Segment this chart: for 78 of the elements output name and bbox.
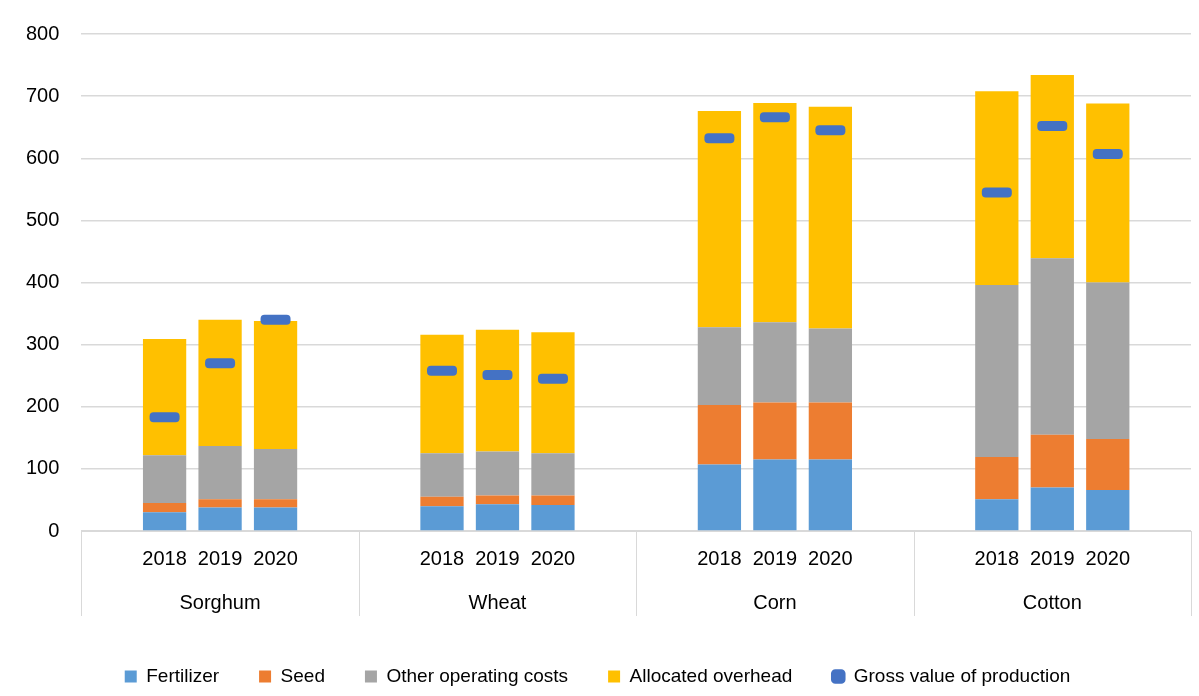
- y-tick-label: 300: [25, 332, 60, 355]
- bar: [475, 495, 520, 505]
- text: Corn: [753, 590, 797, 613]
- legend-label: Other operating costs: [386, 664, 569, 686]
- bar: [475, 329, 520, 452]
- y-tick-label: 700: [25, 83, 60, 106]
- bar: [420, 334, 464, 454]
- bar: [1030, 75, 1074, 259]
- bar: [975, 284, 1019, 458]
- bar: [1086, 490, 1130, 531]
- bar: [697, 327, 742, 405]
- bar: [531, 504, 575, 531]
- bar: [531, 453, 575, 496]
- x-tick-label: 2019: [1030, 546, 1075, 569]
- bar: [420, 506, 464, 531]
- bar: [420, 453, 464, 497]
- bar: [753, 102, 797, 323]
- bar: [975, 499, 1019, 531]
- text: Sorghum: [179, 590, 261, 613]
- bar: [198, 499, 242, 508]
- bar: [420, 496, 464, 507]
- bar: [808, 402, 853, 460]
- x-tick-label: 2018: [142, 546, 187, 569]
- bar: [142, 503, 187, 513]
- bar: [753, 402, 797, 460]
- legend-label: Seed: [280, 664, 325, 686]
- bar: [253, 507, 298, 531]
- bar: [1030, 258, 1074, 435]
- bar: [142, 455, 187, 504]
- bar: [531, 332, 575, 454]
- bar: [475, 451, 520, 496]
- bar: [1030, 434, 1074, 488]
- y-tick-label: 600: [25, 145, 60, 168]
- bar: [697, 111, 742, 328]
- x-tick-label: 2019: [752, 546, 798, 569]
- text: Cotton: [1022, 590, 1082, 613]
- x-tick-label: 2018: [974, 546, 1020, 569]
- bar: [531, 495, 575, 505]
- bar: [1086, 103, 1130, 283]
- bar: [142, 512, 187, 531]
- bar: [808, 106, 853, 329]
- y-tick-label: 0: [48, 518, 60, 541]
- bar: [1030, 487, 1074, 531]
- bar: [753, 459, 797, 531]
- bar: [198, 445, 242, 500]
- x-tick-label: 2020: [808, 546, 853, 569]
- bar: [753, 322, 797, 403]
- bar: [975, 91, 1019, 285]
- x-tick-label: 2020: [530, 546, 576, 569]
- x-tick-label: 2018: [419, 546, 465, 569]
- x-tick-label: 2019: [197, 546, 243, 569]
- x-tick-label: 2018: [697, 546, 742, 569]
- bar: [253, 499, 298, 508]
- x-tick-label: 2020: [1085, 546, 1131, 569]
- bar: [142, 339, 187, 456]
- legend-label: Allocated overhead: [629, 664, 793, 686]
- bar: [198, 507, 242, 531]
- bar: [1086, 282, 1130, 440]
- bar: [1086, 439, 1130, 490]
- y-tick-label: 400: [25, 270, 60, 293]
- text: Wheat: [468, 590, 527, 613]
- bar: [808, 328, 853, 403]
- x-tick-label: 2019: [475, 546, 520, 569]
- bar: [253, 321, 298, 449]
- legend-label: Fertilizer: [146, 664, 220, 686]
- bar: [975, 457, 1019, 500]
- bar: [253, 449, 298, 500]
- y-tick-label: 800: [25, 21, 60, 44]
- y-tick-label: 100: [25, 456, 60, 479]
- y-tick-label: 200: [25, 394, 60, 417]
- legend-label: Gross value of production: [853, 664, 1071, 686]
- bar: [475, 504, 520, 531]
- x-tick-label: 2020: [253, 546, 298, 569]
- bar: [697, 464, 742, 531]
- bar: [198, 319, 242, 446]
- y-tick-label: 500: [25, 207, 60, 230]
- bar: [697, 404, 742, 465]
- bar: [808, 459, 853, 531]
